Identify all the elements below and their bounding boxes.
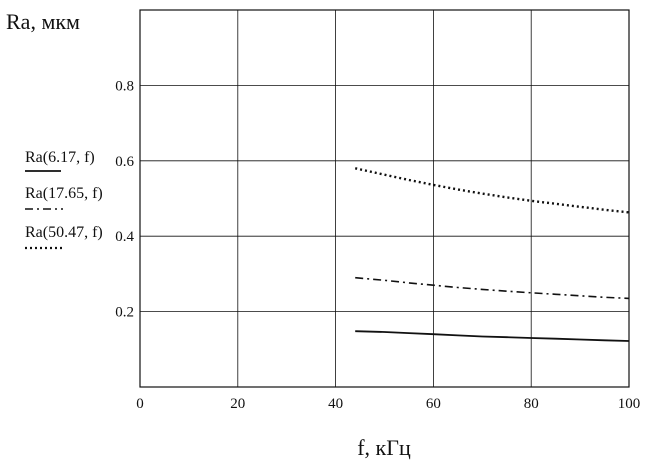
series-line-3: [354, 167, 630, 214]
x-tick-label-2: 40: [328, 396, 343, 412]
legend-label-series-1: Ra(6.17, f): [25, 149, 95, 166]
legend-label-series-3: Ra(50.47, f): [25, 224, 103, 241]
x-axis-label: f, кГц: [357, 435, 411, 460]
tick-labels: 0 20 40 60 80 100 0.2 0.4 0.6 0.8: [115, 78, 640, 412]
x-tick-label-4: 80: [524, 396, 539, 412]
plot-frame: [139, 9, 630, 388]
series-line-2: [355, 276, 630, 300]
gridlines: [140, 10, 629, 387]
y-tick-label-3: 0.8: [115, 78, 134, 94]
y-tick-label-2: 0.6: [115, 154, 134, 170]
x-tick-label-1: 20: [230, 396, 245, 412]
plot-background: [140, 10, 629, 387]
series-group: [354, 167, 630, 342]
x-tick-label-0: 0: [136, 396, 144, 412]
y-axis-label: Ra, мкм: [6, 9, 80, 34]
series-line-1: [355, 330, 630, 342]
legend-label-series-2: Ra(17.65, f): [25, 185, 103, 202]
x-tick-label-5: 100: [618, 396, 641, 412]
legend: Ra(6.17, f) Ra(17.65, f) Ra(50.47, f): [25, 149, 103, 250]
y-tick-label-1: 0.4: [115, 229, 134, 245]
x-tick-label-3: 60: [426, 396, 441, 412]
y-tick-label-0: 0.2: [115, 305, 134, 321]
